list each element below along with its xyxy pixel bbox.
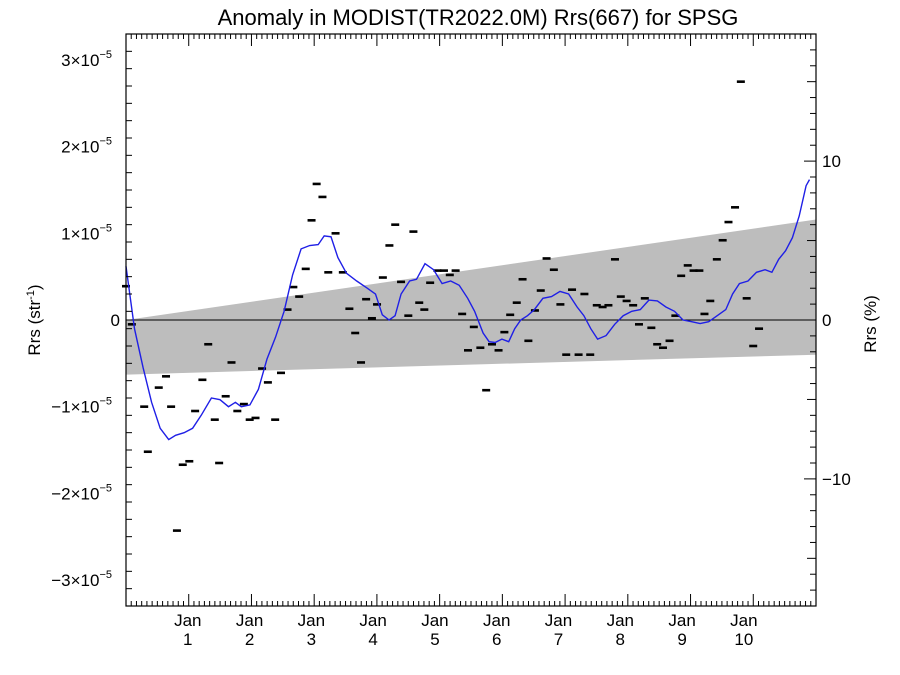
- x-tick-label-top: Jan: [668, 611, 695, 630]
- left-tick-label: 2×10−5: [61, 136, 112, 157]
- right-tick-label: 10: [822, 152, 841, 171]
- x-tick-label-bottom: 1: [183, 630, 192, 649]
- x-tick-label-top: Jan: [298, 611, 325, 630]
- x-tick-label-bottom: 8: [616, 630, 625, 649]
- x-tick-label-bottom: 10: [734, 630, 753, 649]
- x-tick-label-top: Jan: [545, 611, 572, 630]
- x-tick-label-top: Jan: [607, 611, 634, 630]
- x-tick-label-top: Jan: [174, 611, 201, 630]
- x-tick-label-bottom: 5: [430, 630, 439, 649]
- x-tick-label-bottom: 9: [677, 630, 686, 649]
- right-axis-ticks: 10 0 −10: [804, 33, 851, 607]
- x-tick-label-bottom: 4: [368, 630, 377, 649]
- right-tick-label: −10: [822, 470, 851, 489]
- x-tick-label-top: Jan: [730, 611, 757, 630]
- x-tick-label-bottom: 2: [245, 630, 254, 649]
- x-tick-label-top: Jan: [483, 611, 510, 630]
- x-tick-label-bottom: 7: [554, 630, 563, 649]
- left-axis-ticks: 3×10−5 2×10−5 1×10−5 0 −1×10−5 −2×10−5 −3×10−5: [51, 33, 132, 607]
- x-tick-label-top: Jan: [421, 611, 448, 630]
- left-tick-label: −3×10−5: [51, 569, 112, 590]
- left-axis-label: Rrs (str-1): [25, 284, 44, 355]
- right-tick-label: 0: [822, 311, 831, 330]
- left-tick-label: 1×10−5: [61, 222, 112, 243]
- monthly-anomaly-markers: [122, 80, 764, 532]
- left-tick-label: −2×10−5: [51, 482, 112, 503]
- x-axis-ticks: Jan1Jan2Jan3Jan4Jan5Jan6Jan7Jan8Jan9Jan1…: [125, 34, 817, 649]
- running-mean-line: [125, 179, 811, 441]
- x-tick-label-bottom: 3: [307, 630, 316, 649]
- running-mean-path: [125, 179, 811, 441]
- chart-title: Anomaly in MODIST(TR2022.0M) Rrs(667) fo…: [218, 5, 739, 30]
- uncertainty-band-area: [126, 219, 816, 375]
- left-tick-label: −1×10−5: [51, 396, 112, 417]
- left-tick-label: 0: [111, 311, 120, 330]
- x-tick-label-bottom: 6: [492, 630, 501, 649]
- right-axis-label: Rrs (%): [861, 295, 880, 353]
- x-tick-label-top: Jan: [359, 611, 386, 630]
- uncertainty-band: [126, 219, 816, 375]
- x-tick-label-top: Jan: [236, 611, 263, 630]
- left-tick-label: 3×10−5: [61, 49, 112, 70]
